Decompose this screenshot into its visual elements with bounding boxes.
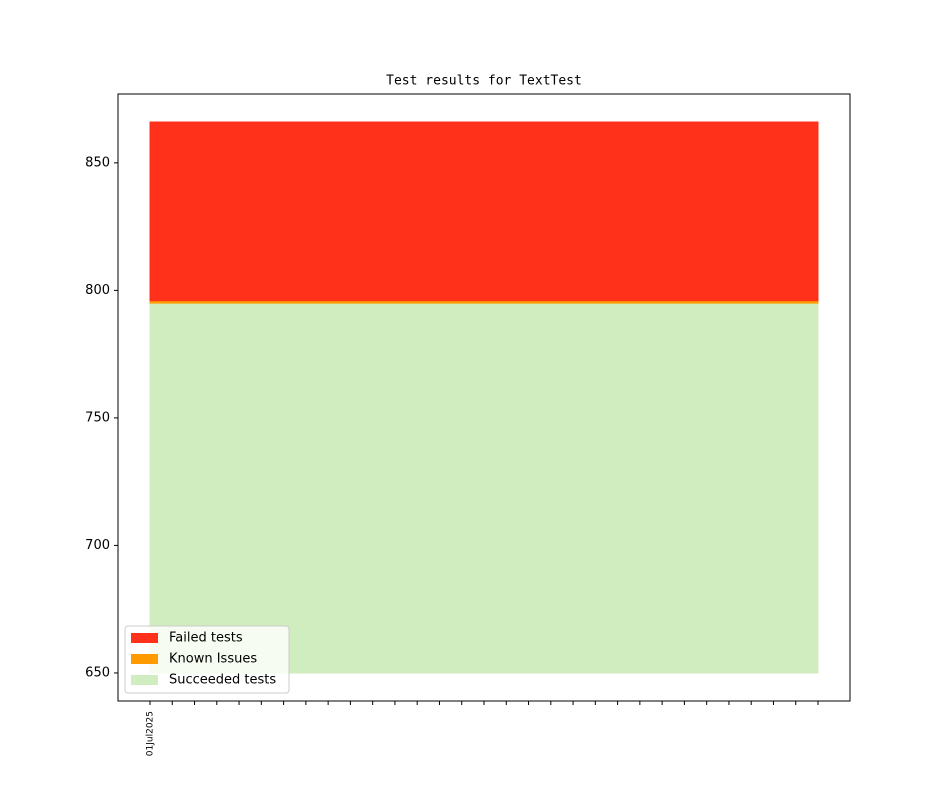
area: [149, 121, 819, 302]
legend: Failed tests Known Issues Succeeded tests: [124, 625, 290, 694]
legend-label: Succeeded tests: [169, 673, 276, 688]
y-tick-label: 800: [85, 283, 110, 298]
legend-box: [124, 625, 290, 694]
y-tick-label: 650: [85, 665, 110, 680]
y-tick-label: 750: [85, 410, 110, 425]
legend-label: Failed tests: [169, 631, 243, 646]
chart-title: Test results for TextTest: [386, 74, 582, 89]
y-tick-label: 700: [85, 538, 110, 553]
x-tick-label: 01Jul2025: [146, 711, 156, 756]
y-tick-label: 850: [85, 155, 110, 170]
legend-swatch: [131, 654, 158, 664]
legend-swatch: [131, 675, 158, 685]
legend-swatch: [131, 633, 158, 643]
legend-label: Known Issues: [169, 652, 257, 667]
area: [149, 302, 819, 674]
